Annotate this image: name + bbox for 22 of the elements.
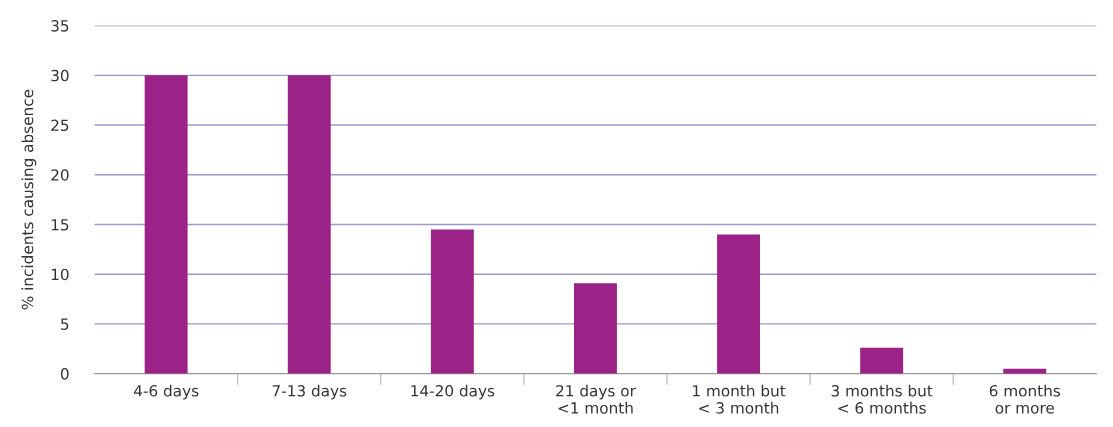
x-tick-label: 4-6 days: [133, 384, 199, 400]
y-tick-label: 5: [61, 318, 69, 330]
y-tick-label: 0: [60, 368, 69, 380]
y-tick-label: 35: [51, 20, 69, 32]
x-tick-label: 14-20 days: [411, 384, 495, 400]
y-tick-label: 20: [51, 169, 69, 181]
x-tick-label: 6 months or more: [989, 384, 1061, 414]
bar: [860, 347, 904, 374]
y-tick-label: 10: [51, 268, 69, 281]
x-tick-label: 21 days or <1 month: [556, 384, 636, 414]
y-tick-label: 25: [51, 119, 69, 132]
bar: [430, 229, 474, 374]
y-tick-label: 30: [51, 69, 69, 82]
bar: [573, 283, 617, 374]
x-tick-label: 1 month but < 3 month: [693, 384, 786, 414]
x-tick-label: 3 months but < 6 months: [831, 384, 933, 414]
x-tick-label: 7-13 days: [272, 384, 347, 400]
y-axis-title: % incidents causing absence: [21, 89, 37, 310]
y-tick-label: 15: [51, 219, 69, 231]
bar: [287, 75, 331, 374]
bar: [144, 75, 188, 374]
bar: [717, 234, 761, 374]
